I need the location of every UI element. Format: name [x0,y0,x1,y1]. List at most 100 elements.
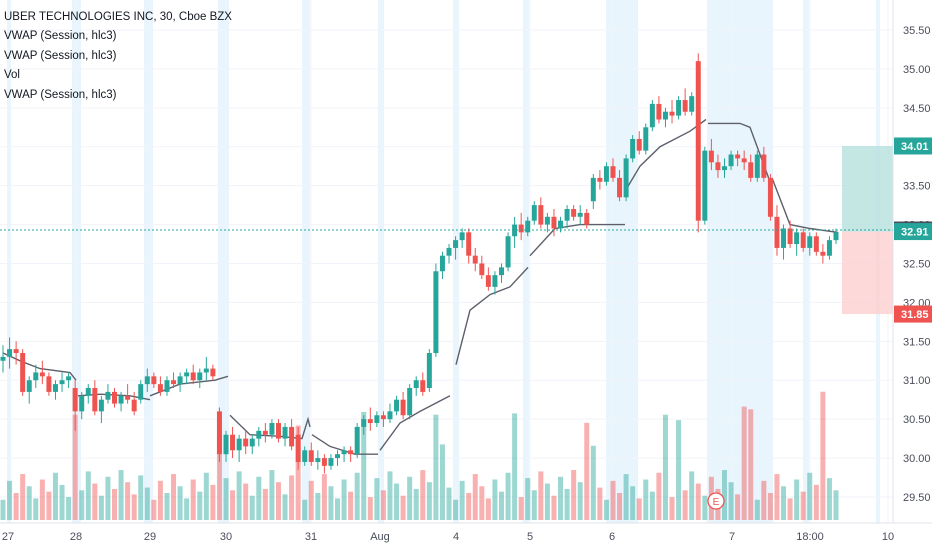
volume-bar-up [341,479,347,520]
volume-bar-up [498,491,504,520]
candle-body [0,356,6,361]
candle-up [433,263,439,357]
candle-down [682,88,688,116]
volume-bar-up [826,478,832,520]
legend-study-vol[interactable]: Vol [4,69,20,82]
candle-down [157,376,163,396]
price-tick-label: 32.50 [903,258,931,270]
session-band [707,0,773,523]
candle-down [13,341,19,365]
volume-bar-up [413,488,419,520]
candle-body [794,232,800,245]
candle-down [308,442,314,466]
candle-body [721,166,727,171]
legend-study-vwap[interactable]: VWAP (Session, hlc3) [4,88,117,101]
time-tick-label: 29 [144,531,156,543]
candle-body [131,399,137,412]
candle-body [826,240,832,256]
volume-bar-down [571,470,577,520]
candle-body [98,399,104,412]
volume-bar-up [676,420,682,520]
time-tick-label: 27 [2,531,14,543]
candle-down [800,228,806,252]
candle-body [66,376,72,381]
volume-bar-down [597,487,603,520]
candle-up [52,380,58,400]
volume-bar-up [590,445,596,520]
candle-up [197,368,203,389]
legend-symbol-title[interactable]: UBER TECHNOLOGIES INC, 30, Cboe BZX [4,11,232,23]
volume-bar-up [66,497,72,520]
candle-body [649,103,655,128]
candle-down [210,364,216,381]
vwap-segment [529,223,625,257]
volume-bar-up [492,479,498,520]
price-tick-label: 31.50 [903,336,931,348]
volume-bar-up [630,486,636,520]
volume-bar-down [151,499,157,520]
candle-body [439,255,445,272]
candle-up [833,228,839,245]
volume-bar-down [348,491,354,520]
price-tick-label: 34.50 [903,103,931,115]
candle-body [210,368,216,377]
candle-down [656,96,662,124]
volume-bar-up [315,493,321,520]
volume-bar-up [105,476,111,520]
candle-up [407,384,413,420]
candle-body [525,220,531,233]
candle-body [774,216,780,248]
volume-bar-up [643,479,649,520]
volume-bar-down [551,495,557,520]
volume-bar-down [479,486,485,520]
volume-bar-up [249,495,255,520]
volume-bar-up [433,414,439,520]
volume-bar-down [617,493,623,520]
candle-body [26,380,32,392]
price-axis: 35.5035.0034.5034.0033.5033.0032.5032.00… [903,25,931,504]
candle-down [715,154,721,178]
candle-body [682,100,688,112]
volume-bar-up [335,498,341,520]
volume-bar-down [820,391,826,520]
candle-body [676,100,682,116]
candle-up [59,372,65,392]
volume-bar-down [380,490,386,520]
candle-down [669,100,675,124]
earnings-marker[interactable]: E [707,492,725,510]
candle-up [249,434,255,455]
candle-body [735,154,741,159]
time-tick-label: 4 [453,531,459,543]
candle-down [131,391,137,416]
candle-body [184,372,190,377]
legend-study-vwap[interactable]: VWAP (Session, hlc3) [4,49,117,62]
candle-body [118,395,124,404]
volume-bar-up [138,475,144,520]
candle-body [781,228,787,248]
candle-down [216,407,222,462]
candle-down [741,150,747,171]
legend-study-vwap[interactable]: VWAP (Session, hlc3) [4,30,117,43]
candle-down [243,430,249,455]
candle-body [485,275,491,287]
target-price-badge: 34.01 [901,141,929,153]
candle-down [72,380,78,431]
volume-bar-up [79,490,85,520]
candle-body [544,216,550,225]
candle-body [72,388,78,412]
candle-down [466,228,472,264]
volume-bar-down [92,483,98,520]
volume-bar-down [466,493,472,520]
candle-body [335,454,341,459]
candle-body [59,380,65,385]
volume-bar-up [833,490,839,520]
volume-bar-down [243,483,249,520]
candle-body [321,458,327,466]
volume-bar-up [26,486,32,520]
volume-bar-up [781,486,787,520]
candle-body [748,162,754,178]
candle-up [781,224,787,260]
candle-up [643,123,649,155]
candle-up [105,384,111,404]
